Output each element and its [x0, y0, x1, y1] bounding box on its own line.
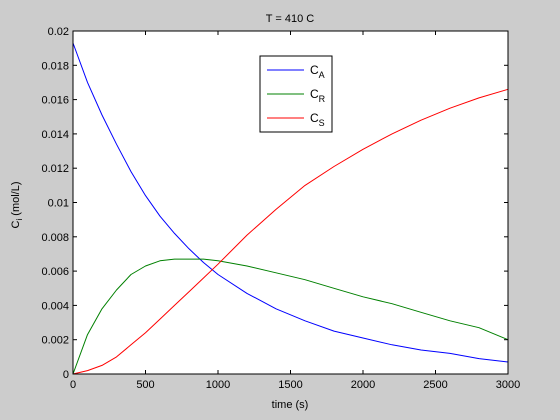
y-tick-label: 0.016 [41, 95, 69, 107]
y-tick-label: 0.018 [41, 60, 69, 72]
y-tick-label: 0.002 [41, 335, 69, 347]
legend-label-s: CS [310, 111, 325, 128]
y-axis-label-sub: i [15, 219, 24, 221]
x-tick-label: 2500 [423, 379, 447, 391]
x-tick-label: 1500 [278, 379, 302, 391]
y-tick-label: 0.01 [48, 198, 69, 210]
y-tick-label: 0 [63, 369, 69, 381]
y-tick-label: 0.008 [41, 232, 69, 244]
x-axis: 0 500 1000 1500 2000 2500 3000 [70, 31, 520, 391]
y-axis-label-rest: (mol/L) [10, 181, 22, 218]
x-tick-label: 3000 [496, 379, 520, 391]
series-line-r [72, 258, 509, 375]
x-tick-label: 2000 [351, 379, 375, 391]
legend: CA CR CS [259, 55, 333, 133]
y-tick-label: 0.02 [48, 26, 69, 38]
y-tick-label: 0.004 [41, 300, 69, 312]
series-line-s [72, 88, 509, 375]
chart-title: T = 410 C [266, 13, 314, 25]
series-line-a [72, 42, 509, 363]
y-axis-label: Ci (mol/L) [10, 181, 24, 228]
x-tick-label: 500 [136, 379, 154, 391]
y-axis-label-main: C [10, 221, 22, 229]
legend-label-r: CR [310, 87, 326, 104]
x-tick-label: 0 [70, 379, 76, 391]
legend-label-a: CA [310, 63, 325, 80]
x-tick-label: 1000 [206, 379, 230, 391]
y-tick-label: 0.012 [41, 163, 69, 175]
y-tick-label: 0.014 [41, 129, 69, 141]
series-lines [72, 42, 509, 375]
y-axis: 0 0.002 0.004 0.006 0.008 0.01 0.012 0.014 0.016… [41, 26, 508, 381]
y-tick-label: 0.006 [41, 266, 69, 278]
x-axis-label: time (s) [272, 399, 309, 411]
